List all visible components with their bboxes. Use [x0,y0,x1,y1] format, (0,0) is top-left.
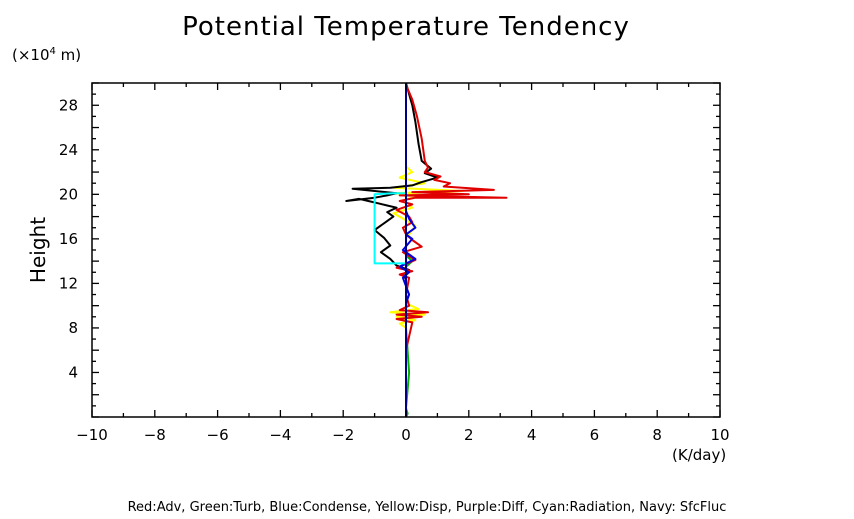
x-tick-label: −8 [144,426,166,444]
y-tick-label: 4 [68,363,78,381]
y-tick-label: 8 [68,319,78,337]
x-tick-label: 0 [401,426,411,444]
y-tick-label: 28 [59,96,78,114]
y-tick-label: 16 [59,230,78,248]
x-tick-label: 8 [652,426,662,444]
x-tick-label: 2 [464,426,474,444]
x-tick-label: −2 [332,426,354,444]
y-tick-label: 20 [59,185,78,203]
x-tick-label: −6 [207,426,229,444]
x-tick-label: 10 [710,426,729,444]
y-tick-label: 12 [59,274,78,292]
y-unit-exponent: 4 [49,46,56,57]
x-tick-label: −4 [269,426,291,444]
chart-title: Potential Temperature Tendency [182,12,630,42]
series-line-3 [345,82,439,417]
x-tick-label: 4 [527,426,537,444]
y-tick-label: 24 [59,141,78,159]
series-line-6 [373,83,407,417]
x-axis-unit: (K/day) [672,446,727,464]
y-axis-unit: (×104 m) [12,46,81,64]
series-line-2 [389,83,464,417]
series-line-5 [398,83,417,417]
series-layer [345,82,508,418]
series-line-4 [395,82,508,417]
y-unit-suffix: m) [55,46,82,64]
x-tick-label: −10 [76,426,108,444]
y-unit-prefix: (×10 [12,46,50,64]
legend-caption: Red:Adv, Green:Turb, Blue:Condense, Yell… [127,500,727,515]
x-tick-label: 6 [590,426,600,444]
